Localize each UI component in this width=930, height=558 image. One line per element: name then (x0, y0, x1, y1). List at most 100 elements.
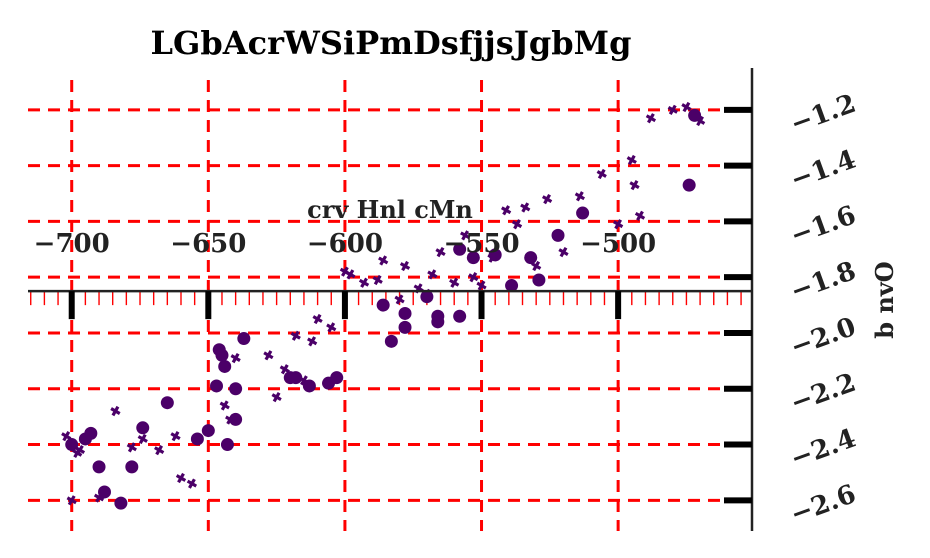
data-point-plus (500, 205, 512, 216)
y-tick-label: −2.4 (787, 423, 860, 474)
y-tick-label: −2.0 (787, 312, 860, 363)
data-point-plus (449, 277, 460, 288)
data-point-circle (190, 432, 204, 446)
data-point-circle (210, 379, 224, 393)
data-point-circle (376, 298, 390, 312)
data-point-circle (576, 206, 590, 220)
data-point-circle (220, 438, 234, 452)
data-point-plus (394, 294, 405, 305)
data-point-plus (399, 260, 411, 272)
data-point-plus (358, 277, 370, 288)
data-point-circle (218, 359, 232, 373)
data-point-circle (453, 309, 467, 323)
y-axis-label: b nvO (870, 261, 899, 338)
data-point-plus (154, 444, 165, 456)
data-point-plus (435, 246, 446, 258)
data-point-plus (531, 260, 542, 272)
data-point-plus (626, 154, 637, 166)
data-point-plus (263, 350, 274, 361)
data-point-circle (289, 371, 303, 385)
data-point-circle (398, 320, 412, 334)
data-point-plus (511, 219, 523, 230)
data-point-plus (487, 252, 498, 263)
data-point-plus (378, 255, 389, 266)
data-point-plus (345, 269, 356, 280)
data-point-circle (551, 228, 565, 242)
data-point-plus (271, 391, 282, 403)
x-tick-label: −700 (34, 229, 110, 259)
data-point-plus (574, 191, 586, 202)
minor-ticks (30, 291, 742, 306)
data-point-plus (645, 113, 657, 124)
data-point-plus (558, 246, 569, 258)
data-point-plus (279, 364, 290, 375)
data-point-circle (84, 426, 98, 440)
x-tick-labels: −700 −650 −600 −550 −500 (34, 229, 656, 259)
data-point-circle (453, 242, 467, 256)
data-point-plus (137, 433, 148, 445)
data-point-plus (681, 101, 692, 113)
data-point-plus (476, 280, 487, 291)
data-point-plus (596, 168, 607, 180)
y-tick-label: −1.8 (787, 256, 860, 307)
data-point-circle (136, 421, 150, 435)
data-point-plus (694, 115, 706, 127)
data-point-plus (612, 219, 624, 230)
data-point-plus (326, 322, 337, 333)
data-point-circle (201, 424, 215, 438)
data-point-circle (65, 438, 79, 452)
data-point-plus (126, 442, 137, 453)
data-point-plus (93, 492, 105, 503)
data-point-circle (431, 315, 445, 329)
data-point-plus (66, 495, 77, 506)
data-point-circle (215, 348, 229, 362)
data-point-plus (110, 405, 121, 417)
data-point-plus (175, 472, 187, 484)
data-point-plus (61, 431, 72, 442)
data-point-plus (634, 210, 646, 221)
y-tick-label: −2.2 (787, 368, 860, 419)
data-point-plus (290, 330, 301, 341)
x-tick-label: −500 (580, 229, 656, 259)
data-point-plus (298, 375, 310, 386)
data-point-plus (372, 274, 383, 286)
data-point-plus (460, 230, 471, 241)
data-point-circle (114, 496, 128, 510)
y-tick-label: −2.6 (787, 479, 860, 530)
data-point-circle (125, 460, 139, 474)
x-tick-label: −600 (307, 229, 383, 259)
y-tick-label: −1.2 (787, 89, 860, 140)
data-point-circle (330, 371, 344, 385)
data-point-plus (307, 336, 318, 347)
data-point-plus (74, 444, 86, 456)
x-axis-label: crv Hnl cMn (307, 195, 473, 224)
x-tick-label: −650 (170, 229, 246, 259)
axes (28, 68, 754, 531)
data-point-plus (186, 478, 198, 489)
data-point-circle (505, 279, 519, 293)
data-point-plus (225, 414, 236, 425)
data-point-plus (468, 272, 479, 283)
data-point-circle (160, 396, 174, 410)
data-point-plus (170, 431, 181, 442)
data-point-circle (237, 332, 251, 346)
x-tick-label: −550 (443, 229, 519, 259)
data-point-plus (520, 202, 531, 213)
data-point-plus (312, 313, 323, 325)
data-point-circle (384, 334, 398, 348)
data-point-plus (219, 400, 230, 411)
y-tick-labels: −1.2−1.4−1.6−1.8−2.0−2.2−2.4−2.6 (787, 89, 860, 531)
y-tick-label: −1.4 (787, 145, 860, 196)
data-point-circle (466, 251, 480, 265)
data-points (61, 101, 706, 510)
data-point-circle (682, 178, 696, 192)
data-point-plus (230, 352, 241, 364)
data-point-plus (629, 180, 640, 191)
chart-title: LGbAcrWSiPmDsfjjsJgbMg (151, 24, 632, 62)
data-point-plus (667, 104, 678, 115)
data-point-plus (427, 269, 438, 280)
y-tick-label: −1.6 (787, 200, 860, 251)
data-point-plus (541, 193, 553, 205)
data-point-circle (229, 382, 243, 396)
